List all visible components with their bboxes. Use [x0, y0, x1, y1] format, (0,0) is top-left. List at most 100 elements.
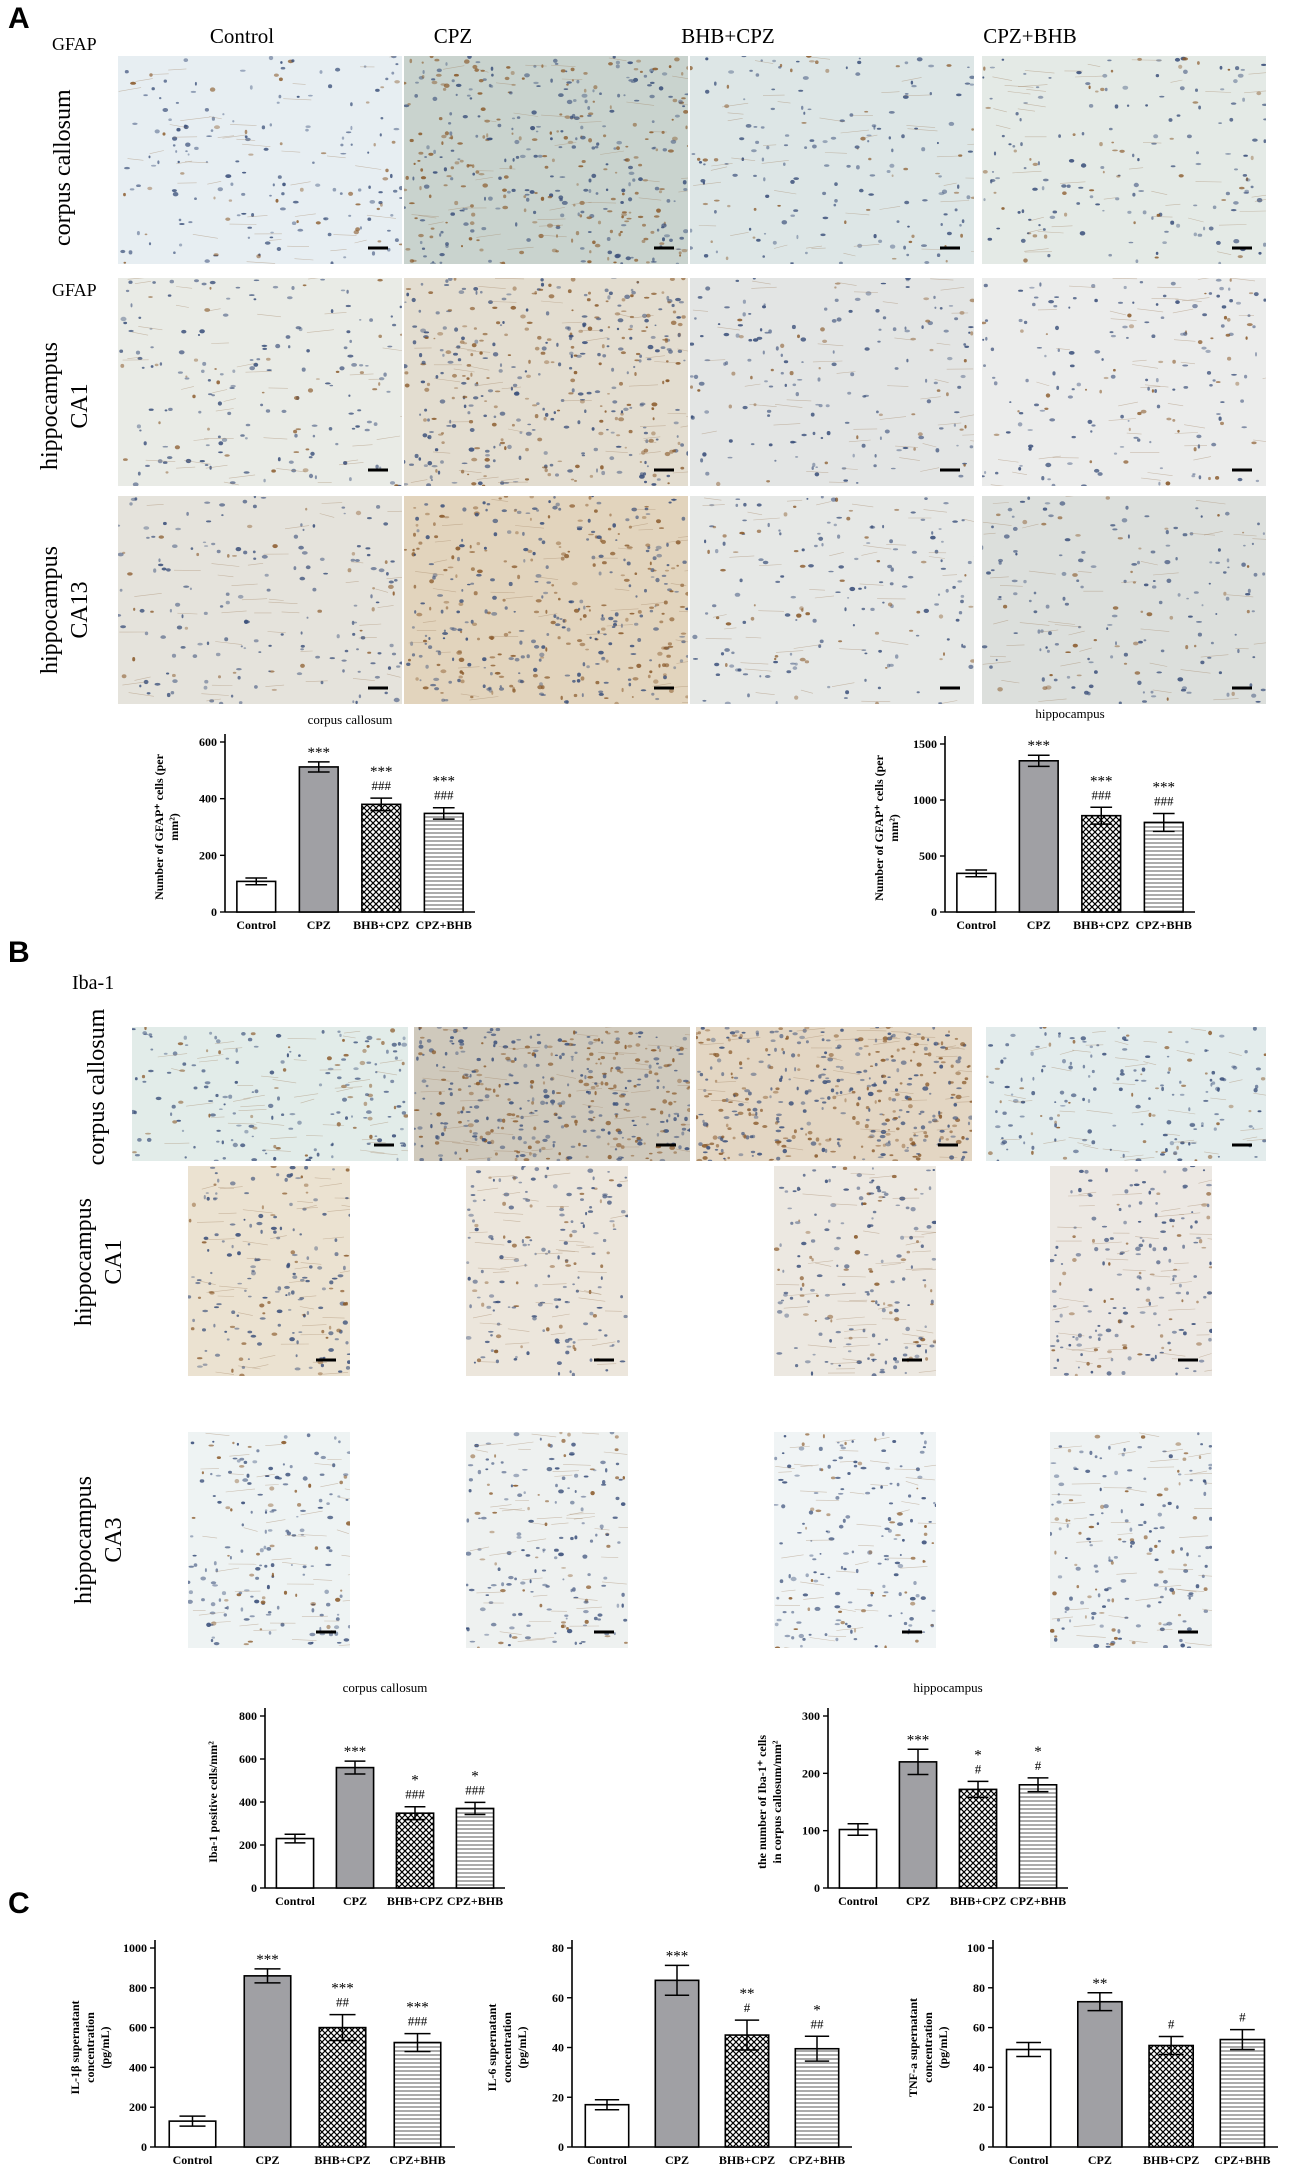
- significance-hash: ##: [336, 1995, 350, 2010]
- micrograph: [690, 496, 974, 704]
- row-label-line: CA13: [67, 581, 93, 639]
- bar: [423, 812, 464, 913]
- micrograph: [1050, 1166, 1212, 1376]
- y-tick-label: 600: [239, 1752, 257, 1766]
- bar: [1219, 2038, 1266, 2148]
- y-tick-label: 200: [802, 1766, 820, 1780]
- y-tick-label: 400: [239, 1795, 257, 1809]
- micrograph: [690, 278, 974, 486]
- y-tick-label: 80: [552, 1941, 564, 1955]
- micrograph: [118, 278, 402, 486]
- significance-hash: ###: [465, 1782, 485, 1797]
- bar: [361, 803, 402, 913]
- bar-chart: 0 20 40 60 80 IL-6 supernatant concentration (p…: [485, 1940, 852, 2167]
- column-label-cpz-bhb: CPZ+BHB: [983, 24, 1077, 48]
- x-tick-label: CPZ: [343, 1894, 367, 1908]
- significance-star: **: [740, 1986, 755, 2002]
- significance-hash: #: [975, 1761, 982, 1776]
- x-tick-label: Control: [236, 918, 276, 932]
- significance-star: ***: [433, 774, 456, 790]
- significance-star: **: [1092, 1976, 1107, 1992]
- x-tick-label: Control: [275, 1894, 315, 1908]
- chart-title: hippocampus: [913, 1680, 982, 1695]
- y-tick-label: 300: [802, 1709, 820, 1723]
- y-axis-label: concentration: [83, 2012, 97, 2083]
- y-tick-label: 0: [979, 2140, 985, 2154]
- error-bar: [965, 869, 988, 878]
- bar-chart: corpus callosum 0 200 400 600 Number of GFAP⁺…: [152, 712, 475, 932]
- error-bar: [404, 1805, 426, 1821]
- bar: [1081, 814, 1122, 913]
- error-bar: [1087, 1992, 1113, 2012]
- error-bar: [254, 1968, 281, 1984]
- y-tick-label: 400: [199, 792, 217, 806]
- y-axis-label: concentration: [500, 2012, 514, 2083]
- micrograph: [466, 1166, 628, 1376]
- y-axis-label: concentration: [921, 2012, 935, 2083]
- error-bar: [307, 761, 330, 773]
- y-axis-label: mm²): [887, 814, 901, 842]
- significance-star: *: [1034, 1744, 1042, 1760]
- x-tick-label: CPZ+BHB: [789, 2153, 845, 2167]
- micrograph: [690, 56, 974, 264]
- significance-hash: ##: [811, 2016, 825, 2031]
- error-bar: [432, 806, 455, 820]
- row-label-b-hippocampus-ca3: hippocampus CA3: [69, 1465, 129, 1615]
- bar-chart: 0 200 400 600 800 1000 IL-1β supernatant concen…: [68, 1940, 455, 2167]
- micrograph: [982, 496, 1266, 704]
- y-axis-label: Iba-1 positive cells/mm²: [206, 1741, 220, 1863]
- x-tick-label: BHB+CPZ: [314, 2153, 370, 2167]
- y-axis-label: IL-6 supernatant: [485, 2004, 499, 2092]
- error-bar: [1230, 2028, 1255, 2051]
- x-tick-label: CPZ: [256, 2153, 280, 2167]
- bar-chart: 0 20 40 60 80 100 TNF-a supernatant concentrati…: [906, 1940, 1278, 2167]
- y-tick-label: 800: [129, 1981, 147, 1995]
- error-bar: [464, 1801, 486, 1816]
- row-label-line: hippocampus: [37, 342, 63, 470]
- bar: [1018, 759, 1059, 913]
- x-tick-label: Control: [173, 2153, 213, 2167]
- x-tick-label: CPZ: [1027, 918, 1051, 932]
- bar: [393, 2041, 442, 2148]
- y-axis-label: TNF-a supernatant: [906, 1998, 920, 2097]
- y-tick-label: 0: [558, 2140, 564, 2154]
- micrograph: [132, 1027, 408, 1161]
- x-tick-label: CPZ+BHB: [416, 918, 472, 932]
- y-axis-label: (pg/mL): [936, 2026, 950, 2068]
- error-bar: [404, 2032, 431, 2053]
- y-tick-label: 500: [919, 849, 937, 863]
- bar: [724, 2034, 770, 2148]
- row-label-line: hippocampus: [71, 1198, 97, 1326]
- bar: [1143, 821, 1184, 913]
- y-axis-label: Number of GFAP⁺ cells (per: [152, 753, 166, 900]
- row-label-a-hippocampus-ca1: hippocampus CA1: [35, 326, 95, 486]
- y-tick-label: 200: [239, 1838, 257, 1852]
- bar: [794, 2047, 840, 2148]
- error-bar: [344, 1760, 366, 1775]
- row-label-line: CA1: [67, 383, 93, 429]
- significance-star: ***: [406, 2000, 429, 2016]
- y-tick-label: 20: [973, 2100, 985, 2114]
- error-bar: [284, 1833, 306, 1844]
- marker-label-iba1: Iba-1: [72, 972, 115, 994]
- significance-star: *: [974, 1747, 982, 1763]
- error-bar: [1027, 1777, 1049, 1793]
- x-tick-label: BHB+CPZ: [1073, 918, 1129, 932]
- y-axis-label: IL-1β supernatant: [68, 2000, 82, 2094]
- bar-chart: hippocampus 0 100 200 300 the number of Iba-1…: [755, 1680, 1068, 1908]
- y-tick-label: 40: [552, 2041, 564, 2055]
- bar: [243, 1975, 292, 2148]
- bar: [838, 1828, 878, 1889]
- bar-chart: hippocampus 0 500 1000 1500 Number of GFAP⁺ c…: [872, 706, 1195, 932]
- panel-letter-a: A: [8, 2, 30, 35]
- micrograph: [118, 56, 402, 264]
- y-tick-label: 20: [552, 2090, 564, 2104]
- bar: [275, 1837, 315, 1889]
- row-label-line: corpus callosum: [50, 89, 76, 246]
- y-tick-label: 0: [814, 1881, 820, 1895]
- row-label-line: hippocampus: [37, 546, 63, 674]
- significance-star: ***: [907, 1732, 930, 1748]
- y-axis-label: mm²): [167, 813, 181, 841]
- row-label-b-corpus-callosum: corpus callosum: [82, 1002, 112, 1172]
- y-tick-label: 100: [802, 1824, 820, 1838]
